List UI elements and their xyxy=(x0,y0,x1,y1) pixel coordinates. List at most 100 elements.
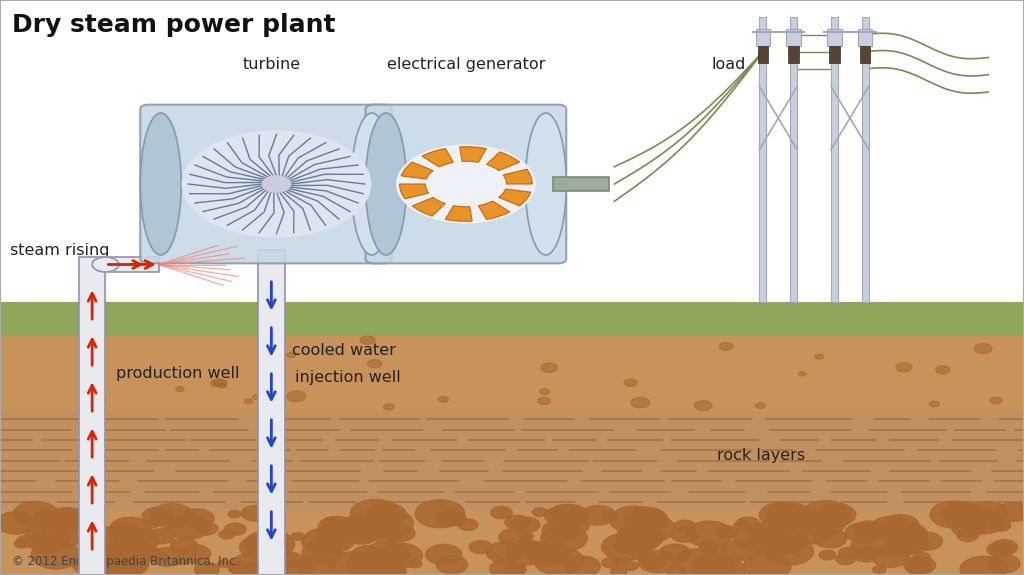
Bar xyxy=(858,29,872,46)
Circle shape xyxy=(544,508,571,523)
Circle shape xyxy=(910,532,943,550)
Circle shape xyxy=(181,509,214,528)
Circle shape xyxy=(350,500,400,527)
Circle shape xyxy=(182,131,371,237)
Wedge shape xyxy=(460,147,486,162)
Circle shape xyxy=(337,515,384,542)
Circle shape xyxy=(438,397,449,402)
Circle shape xyxy=(351,546,385,565)
Circle shape xyxy=(25,528,44,539)
Circle shape xyxy=(396,145,535,223)
Circle shape xyxy=(912,553,931,563)
Circle shape xyxy=(385,525,415,542)
Circle shape xyxy=(486,542,523,563)
Circle shape xyxy=(671,527,697,542)
Circle shape xyxy=(228,561,252,574)
Circle shape xyxy=(273,552,304,569)
Circle shape xyxy=(505,515,529,529)
Circle shape xyxy=(92,257,119,272)
Circle shape xyxy=(371,526,402,543)
Circle shape xyxy=(839,547,858,558)
Circle shape xyxy=(426,545,462,565)
Circle shape xyxy=(763,528,808,554)
Bar xyxy=(829,46,840,63)
Bar xyxy=(791,17,798,302)
Circle shape xyxy=(825,516,838,524)
Text: steam rising: steam rising xyxy=(10,243,110,258)
FancyBboxPatch shape xyxy=(366,105,566,263)
Circle shape xyxy=(512,541,534,553)
Circle shape xyxy=(489,559,523,575)
Circle shape xyxy=(853,521,884,538)
Circle shape xyxy=(362,509,414,538)
Circle shape xyxy=(120,565,134,573)
Circle shape xyxy=(951,518,985,537)
Circle shape xyxy=(635,510,666,527)
Circle shape xyxy=(211,380,224,387)
Circle shape xyxy=(13,501,58,527)
Circle shape xyxy=(884,522,927,546)
Circle shape xyxy=(723,539,760,560)
Circle shape xyxy=(667,566,685,575)
Bar xyxy=(860,46,870,63)
Circle shape xyxy=(415,500,465,528)
Wedge shape xyxy=(399,184,429,199)
Circle shape xyxy=(251,535,274,549)
Text: cooled water: cooled water xyxy=(292,343,395,358)
Circle shape xyxy=(167,515,210,539)
Circle shape xyxy=(170,538,198,554)
Circle shape xyxy=(244,399,253,404)
Circle shape xyxy=(175,386,184,392)
Circle shape xyxy=(957,530,978,542)
Bar xyxy=(258,250,285,575)
Wedge shape xyxy=(422,148,454,167)
Circle shape xyxy=(996,503,1024,522)
Circle shape xyxy=(759,503,805,528)
Circle shape xyxy=(45,508,89,532)
Bar xyxy=(79,257,105,575)
Circle shape xyxy=(631,397,649,408)
Circle shape xyxy=(601,533,650,561)
Circle shape xyxy=(32,526,71,547)
Bar xyxy=(553,177,609,191)
Circle shape xyxy=(229,553,276,575)
Circle shape xyxy=(324,518,337,525)
Circle shape xyxy=(855,548,873,558)
Text: turbine: turbine xyxy=(243,57,300,72)
Circle shape xyxy=(691,555,736,575)
Circle shape xyxy=(261,392,276,401)
Circle shape xyxy=(34,511,56,523)
Text: electrical generator: electrical generator xyxy=(387,57,545,72)
Circle shape xyxy=(357,532,373,541)
Circle shape xyxy=(836,554,855,565)
Bar xyxy=(831,17,838,302)
Circle shape xyxy=(490,507,512,519)
Circle shape xyxy=(540,389,550,394)
Circle shape xyxy=(329,552,377,575)
Circle shape xyxy=(195,562,219,575)
Text: rock layers: rock layers xyxy=(717,447,805,463)
Circle shape xyxy=(31,541,81,569)
Circle shape xyxy=(902,545,915,552)
Circle shape xyxy=(987,554,1020,573)
Circle shape xyxy=(528,543,542,550)
Circle shape xyxy=(622,530,635,538)
Circle shape xyxy=(819,550,836,560)
Circle shape xyxy=(749,523,787,546)
Circle shape xyxy=(581,505,615,525)
Circle shape xyxy=(699,542,718,553)
Circle shape xyxy=(765,502,812,528)
Circle shape xyxy=(965,512,985,523)
Wedge shape xyxy=(401,162,433,179)
Bar xyxy=(379,177,451,191)
Circle shape xyxy=(30,535,63,553)
Circle shape xyxy=(808,511,833,525)
Circle shape xyxy=(519,532,534,540)
Circle shape xyxy=(799,372,806,376)
Bar xyxy=(827,29,842,46)
Circle shape xyxy=(882,515,920,535)
Circle shape xyxy=(147,528,175,544)
Circle shape xyxy=(409,560,422,568)
Circle shape xyxy=(287,391,306,401)
Circle shape xyxy=(734,522,750,530)
